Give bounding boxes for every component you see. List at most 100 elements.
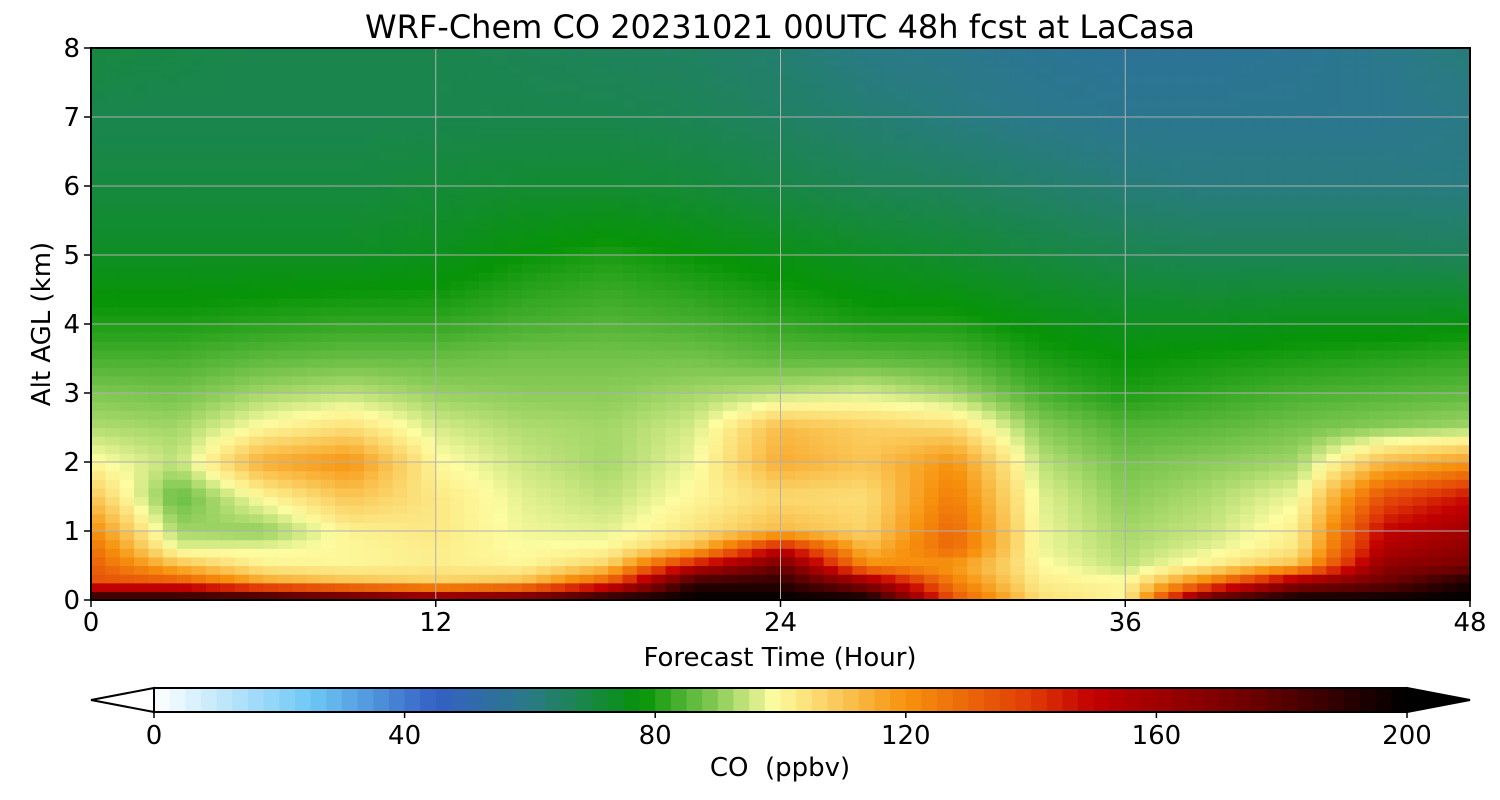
heatmap-cell bbox=[1110, 436, 1126, 446]
heatmap-cell bbox=[478, 393, 494, 403]
heatmap-cell bbox=[536, 332, 552, 342]
heatmap-cell bbox=[292, 272, 308, 282]
heatmap-cell bbox=[1125, 255, 1141, 265]
heatmap-cell bbox=[378, 375, 394, 385]
heatmap-cell bbox=[249, 324, 264, 334]
heatmap-cell bbox=[1369, 470, 1385, 480]
heatmap-cell bbox=[349, 186, 365, 196]
heatmap-cell bbox=[478, 255, 494, 265]
heatmap-cell bbox=[924, 401, 940, 411]
heatmap-cell bbox=[967, 160, 983, 170]
heatmap-cell bbox=[636, 470, 652, 480]
heatmap-cell bbox=[320, 298, 336, 308]
heatmap-cell bbox=[1211, 496, 1227, 506]
heatmap-cell bbox=[1067, 539, 1083, 549]
heatmap-cell bbox=[1398, 211, 1414, 222]
heatmap-cell bbox=[1369, 556, 1385, 567]
heatmap-cell bbox=[723, 168, 738, 178]
heatmap-cell bbox=[1168, 367, 1184, 377]
heatmap-cell bbox=[852, 263, 868, 273]
heatmap-cell bbox=[909, 280, 925, 291]
heatmap-cell bbox=[148, 341, 164, 351]
heatmap-cell bbox=[723, 375, 738, 385]
heatmap-cell bbox=[1197, 556, 1213, 567]
heatmap-cell bbox=[421, 384, 437, 394]
heatmap-cell bbox=[866, 229, 882, 239]
heatmap-cell bbox=[579, 194, 595, 204]
heatmap-cell bbox=[565, 272, 580, 282]
heatmap-cell bbox=[306, 375, 322, 385]
heatmap-cell bbox=[234, 272, 250, 282]
heatmap-cell bbox=[205, 487, 221, 498]
heatmap-cell bbox=[694, 444, 710, 454]
heatmap-cell bbox=[177, 280, 193, 291]
heatmap-cell bbox=[1326, 367, 1342, 377]
heatmap-cell bbox=[924, 453, 940, 463]
heatmap-cell bbox=[967, 401, 983, 411]
heatmap-cell bbox=[1024, 531, 1040, 541]
heatmap-cell bbox=[1096, 263, 1112, 273]
heatmap-cell bbox=[1326, 418, 1342, 429]
heatmap-cell bbox=[536, 263, 552, 273]
heatmap-cell bbox=[91, 531, 106, 541]
heatmap-cell bbox=[478, 470, 494, 480]
heatmap-cell bbox=[177, 539, 193, 549]
heatmap-cell bbox=[952, 462, 968, 472]
heatmap-cell bbox=[1369, 436, 1385, 446]
heatmap-cell bbox=[1197, 496, 1213, 506]
heatmap-cell bbox=[1426, 229, 1442, 239]
heatmap-cell bbox=[708, 246, 724, 256]
heatmap-cell bbox=[363, 462, 379, 472]
heatmap-cell bbox=[536, 246, 552, 256]
heatmap-cell bbox=[378, 556, 394, 567]
heatmap-cell bbox=[148, 306, 164, 316]
heatmap-cell bbox=[737, 255, 753, 265]
heatmap-cell bbox=[1053, 462, 1069, 472]
heatmap-cell bbox=[1182, 522, 1198, 532]
heatmap-cell bbox=[1110, 194, 1126, 204]
heatmap-cell bbox=[579, 513, 595, 523]
heatmap-cell bbox=[306, 160, 322, 170]
heatmap-cell bbox=[794, 548, 810, 558]
heatmap-cell bbox=[794, 496, 810, 506]
heatmap-cell bbox=[148, 186, 164, 196]
heatmap-cell bbox=[1369, 168, 1385, 178]
heatmap-cell bbox=[134, 453, 150, 463]
heatmap-cell bbox=[708, 505, 724, 515]
heatmap-cell bbox=[378, 444, 394, 454]
heatmap-cell bbox=[162, 539, 178, 549]
heatmap-cell bbox=[780, 289, 796, 299]
heatmap-cell bbox=[1067, 496, 1083, 506]
heatmap-cell bbox=[723, 384, 738, 394]
heatmap-cell bbox=[866, 436, 882, 446]
heatmap-cell bbox=[1283, 479, 1299, 489]
heatmap-cell bbox=[220, 522, 236, 532]
heatmap-cell bbox=[134, 531, 150, 541]
heatmap-cell bbox=[636, 531, 652, 541]
heatmap-cell bbox=[981, 548, 997, 558]
heatmap-cell bbox=[622, 582, 638, 592]
heatmap-cell bbox=[924, 315, 940, 325]
heatmap-cell bbox=[967, 324, 983, 334]
heatmap-cell bbox=[1168, 539, 1184, 549]
heatmap-cell bbox=[1197, 272, 1213, 282]
heatmap-cell bbox=[881, 531, 897, 541]
heatmap-cell bbox=[565, 186, 580, 196]
heatmap-cell bbox=[1168, 306, 1184, 316]
heatmap-cell bbox=[105, 470, 121, 480]
heatmap-cell bbox=[1010, 151, 1026, 161]
heatmap-cell bbox=[565, 177, 580, 187]
heatmap-cell bbox=[780, 375, 796, 385]
heatmap-cell bbox=[450, 220, 466, 230]
heatmap-cell bbox=[119, 548, 135, 558]
heatmap-cell bbox=[1153, 565, 1169, 575]
heatmap-cell bbox=[1268, 410, 1284, 420]
heatmap-cell bbox=[521, 341, 537, 351]
heatmap-cell bbox=[1268, 531, 1284, 541]
heatmap-cell bbox=[622, 522, 638, 532]
heatmap-cell bbox=[924, 582, 940, 592]
heatmap-cell bbox=[205, 418, 221, 429]
heatmap-cell bbox=[579, 203, 595, 213]
heatmap-cell bbox=[1297, 591, 1313, 600]
heatmap-cell bbox=[320, 203, 336, 213]
